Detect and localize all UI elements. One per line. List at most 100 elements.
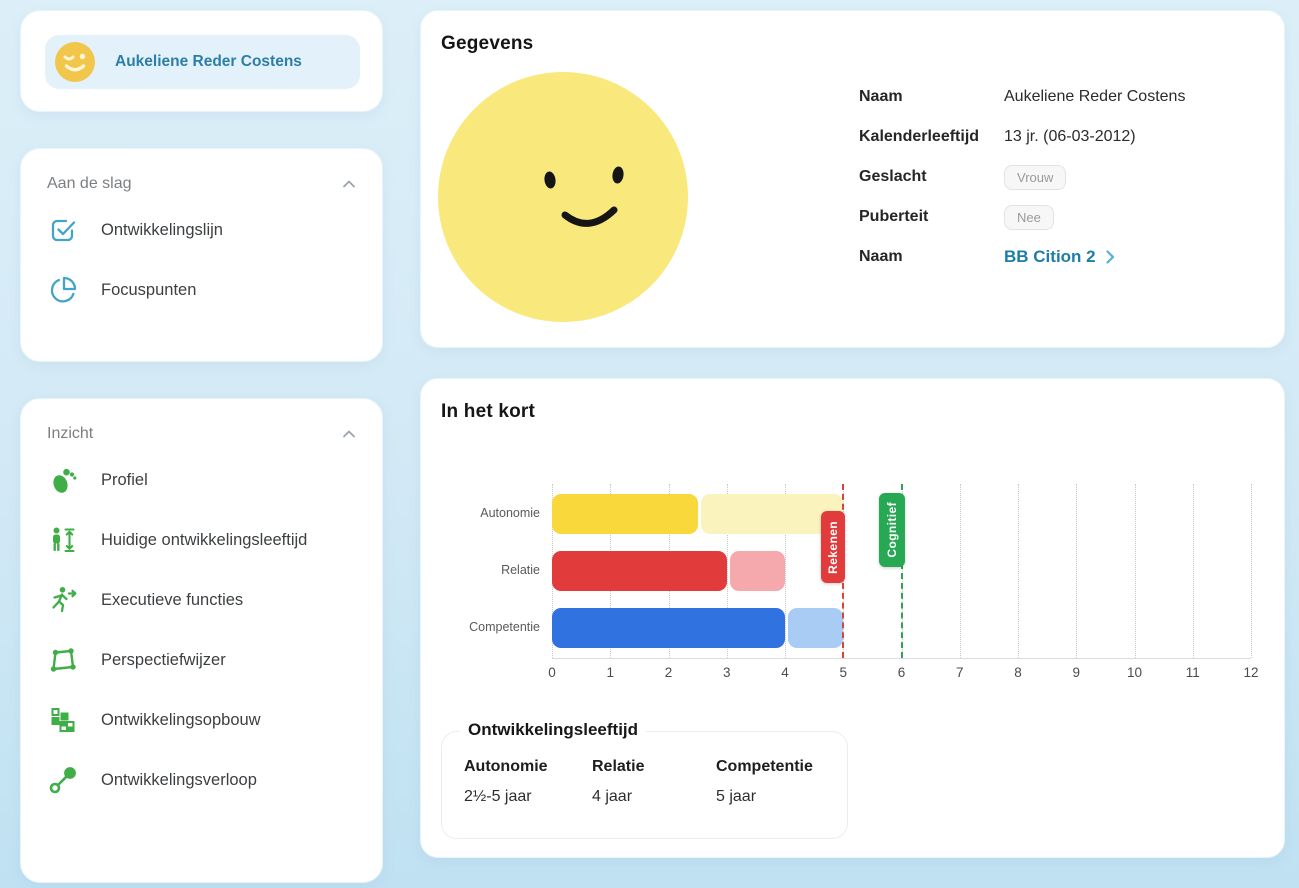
ontwikkelingsleeftijd-box: Ontwikkelingsleeftijd Autonomie Relatie … [441,720,848,839]
x-axis-tick-label: 11 [1185,665,1200,680]
field-value: 13 jr. (06-03-2012) [1004,128,1136,145]
x-axis-tick-label: 5 [839,665,847,680]
section-header-inzicht[interactable]: Inzicht [47,425,356,443]
agebox-legend: Ontwikkelingsleeftijd [460,720,647,740]
bar-light-competentie [788,608,844,648]
bar-solid-autonomie [552,494,698,534]
gegevens-fields: Naam Aukeliene Reder Costens Kalenderlee… [859,77,1185,277]
chart-gridline [726,484,728,658]
field-value: Aukeliene Reder Costens [1004,88,1186,105]
person-height-icon [47,524,79,556]
reference-badge-rekenen: Rekenen [821,511,846,583]
section-title: Inzicht [47,425,94,442]
bar-light-autonomie [700,494,844,534]
agebox-col-header: Autonomie [464,758,548,775]
x-axis-tick-label: 1 [606,665,614,680]
x-axis-tick-label: 6 [897,665,906,680]
agebox-col-value: 2½-5 jaar [464,788,532,805]
gegevens-panel: Gegevens Naam Aukeliene Reder Costens Ka… [420,10,1285,348]
bb-cition-link[interactable]: BB Cition 2 [1004,247,1185,267]
section-inzicht: Inzicht Profiel [20,398,383,883]
user-profile-button[interactable]: Aukeliene Reder Costens [45,35,360,89]
chart-category-label: Relatie [501,563,540,577]
smiley-face-illustration [438,72,688,322]
section-title: Aan de slag [47,175,132,192]
in-het-kort-panel: In het kort Autonomie Relatie Competentie R… [420,378,1285,858]
x-axis-tick-label: 2 [664,665,673,680]
bar-light-relatie [729,551,785,591]
geslacht-badge: Vrouw [1004,164,1067,190]
gegevens-title: Gegevens [441,33,534,54]
bar-solid-competentie [552,608,785,648]
bar-solid-relatie [552,551,727,591]
sidebar-item-profiel[interactable]: Profiel [47,457,356,503]
sidebar-item-label: Executieve functies [101,590,244,609]
puberteit-badge: Nee [1004,204,1054,230]
chart-category-label: Autonomie [480,506,540,520]
x-axis-tick-label: 0 [548,665,556,680]
sidebar-item-focuspunten[interactable]: Focuspunten [47,267,356,313]
winking-smiley-icon [55,42,95,82]
chevron-up-icon [342,429,356,439]
pie-chart-icon [47,274,79,306]
sidebar-item-label: Perspectiefwijzer [101,650,226,669]
trend-link-icon [47,764,79,796]
development-bar-chart: Autonomie Relatie Competentie Rekenen Cognit… [469,484,1259,680]
footprint-icon [47,464,79,496]
chevron-up-icon [342,179,356,189]
chart-gridline [1018,484,1019,658]
reference-badge-label: Cognitief [884,502,899,558]
user-name: Aukeliene Reder Costens [115,53,302,70]
agebox-col-header: Competentie [716,758,813,775]
field-label: Geslacht [859,168,927,185]
check-square-icon [47,214,79,246]
sidebar-item-label: Focuspunten [101,280,197,299]
sidebar-item-executieve-functies[interactable]: Executieve functies [47,577,356,623]
agebox-col-header: Relatie [592,758,645,775]
building-blocks-icon [47,704,79,736]
sidebar-item-ontwikkelingsverloop[interactable]: Ontwikkelingsverloop [47,757,356,803]
sidebar-item-label: Ontwikkelingsopbouw [101,710,261,729]
agebox-col-value: 4 jaar [592,788,633,805]
reference-line-cognitief [900,484,903,658]
x-axis-tick-label: 7 [955,665,964,680]
sidebar-item-perspectiefwijzer[interactable]: Perspectiefwijzer [47,637,356,683]
chart-category-label: Competentie [469,620,540,634]
sidebar-item-label: Ontwikkelingslijn [101,220,223,239]
field-label: Kalenderleeftijd [859,128,980,145]
chevron-right-icon [1106,250,1115,264]
x-axis-tick-label: 9 [1072,665,1080,680]
section-header-aan-de-slag[interactable]: Aan de slag [47,175,356,193]
field-label: Naam [859,88,903,105]
vector-nodes-icon [47,644,79,676]
x-axis-tick-label: 8 [1014,665,1022,680]
user-card: Aukeliene Reder Costens [20,10,383,112]
x-axis-tick-label: 3 [722,665,731,680]
field-label: Puberteit [859,208,929,225]
x-axis-tick-label: 4 [781,665,789,680]
sidebar-item-label: Profiel [101,470,148,489]
in-het-kort-title: In het kort [441,401,536,422]
agebox-col-value: 5 jaar [716,788,757,805]
chart-gridline [959,484,961,658]
running-person-icon [47,584,79,616]
sidebar-item-huidige-ontwikkelingsleeftijd[interactable]: Huidige ontwikkelingsleeftijd [47,517,356,563]
sidebar-item-label: Huidige ontwikkelingsleeftijd [101,530,308,549]
chart-gridline [1076,484,1078,658]
x-axis-tick-label: 10 [1126,665,1143,680]
field-label: Naam [859,248,903,265]
reference-badge-label: Rekenen [826,520,841,574]
link-label: BB Cition 2 [1004,247,1096,266]
chart-gridline [1192,484,1194,658]
chart-gridline [785,484,786,658]
sidebar-item-ontwikkelingslijn[interactable]: Ontwikkelingslijn [47,207,356,253]
chart-plot-area: Autonomie Relatie Competentie Rekenen Cognit… [469,484,1259,680]
sidebar-item-ontwikkelingsopbouw[interactable]: Ontwikkelingsopbouw [47,697,356,743]
chart-gridline [1251,484,1252,658]
sidebar-item-label: Ontwikkelingsverloop [101,770,257,789]
chart-gridline [1134,484,1136,658]
section-aan-de-slag: Aan de slag Ontwikkelingslijn Focuspu [20,148,383,362]
reference-badge-cognitief: Cognitief [878,493,905,567]
x-axis-tick-label: 12 [1243,665,1259,680]
